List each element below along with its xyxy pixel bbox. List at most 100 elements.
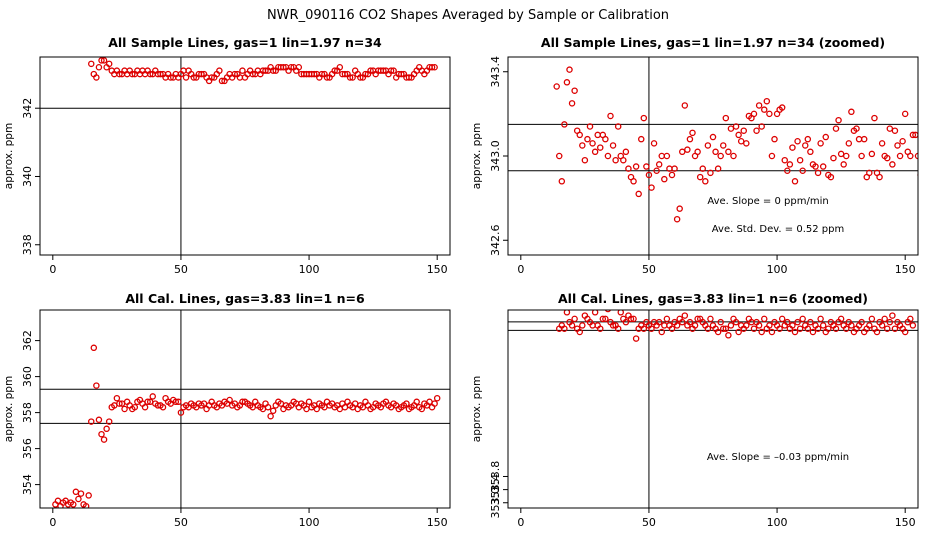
data-point bbox=[717, 152, 724, 160]
data-point bbox=[886, 125, 894, 132]
data-point bbox=[873, 328, 881, 336]
data-point bbox=[90, 344, 98, 352]
y-tick-label: 354 bbox=[21, 474, 34, 495]
data-point bbox=[735, 131, 742, 139]
data-point bbox=[702, 178, 709, 185]
data-point bbox=[881, 315, 888, 323]
data-point bbox=[93, 382, 100, 389]
panel-title: All Cal. Lines, gas=3.83 lin=1 n=6 (zoom… bbox=[558, 291, 868, 306]
data-point bbox=[896, 152, 904, 160]
data-point bbox=[131, 403, 139, 411]
y-tick-label: 343.0 bbox=[489, 140, 502, 172]
data-point bbox=[886, 318, 894, 326]
y-axis-label: approx. ppm bbox=[3, 376, 15, 442]
data-point bbox=[88, 60, 95, 68]
data-point bbox=[684, 146, 691, 153]
data-point bbox=[121, 405, 128, 413]
plot-frame bbox=[39, 56, 451, 256]
x-tick-label: 0 bbox=[517, 516, 524, 529]
data-point bbox=[113, 394, 121, 402]
y-tick-label: 343.4 bbox=[489, 56, 502, 88]
data-point bbox=[843, 152, 850, 160]
data-point bbox=[832, 125, 840, 132]
data-point bbox=[871, 114, 878, 122]
chart-panel-2: All Sample Lines, gas=1 lin=1.97 n=34 (z… bbox=[471, 35, 931, 276]
data-point bbox=[876, 173, 883, 181]
data-point bbox=[901, 328, 909, 336]
data-point bbox=[884, 154, 891, 162]
data-point bbox=[53, 0, 58, 2]
chart-panel-4: All Cal. Lines, gas=3.83 lin=1 n=6 (zoom… bbox=[471, 291, 919, 529]
data-point bbox=[917, 172, 918, 177]
data-point bbox=[239, 67, 246, 74]
data-point bbox=[622, 318, 630, 326]
data-point bbox=[717, 318, 724, 326]
data-point bbox=[280, 63, 287, 71]
data-point bbox=[635, 190, 642, 198]
y-tick-label: 342.6 bbox=[489, 225, 502, 256]
data-point bbox=[105, 60, 113, 68]
data-point bbox=[98, 57, 105, 64]
data-point bbox=[755, 322, 763, 329]
data-point bbox=[926, 149, 931, 154]
data-point bbox=[323, 74, 331, 81]
data-point bbox=[766, 110, 773, 118]
data-point bbox=[853, 125, 860, 132]
data-point bbox=[673, 215, 681, 223]
y-tick-label: 353.4 bbox=[489, 474, 502, 506]
data-point bbox=[817, 315, 824, 323]
data-point bbox=[231, 70, 238, 78]
data-point bbox=[761, 315, 768, 323]
data-point bbox=[95, 416, 103, 424]
data-point bbox=[814, 325, 822, 332]
data-point bbox=[558, 178, 566, 185]
data-point bbox=[287, 63, 295, 71]
data-point bbox=[146, 70, 154, 78]
data-point bbox=[789, 144, 796, 151]
data-point bbox=[671, 165, 678, 172]
data-point bbox=[866, 322, 873, 329]
x-tick-label: 50 bbox=[642, 516, 656, 529]
data-point bbox=[579, 322, 586, 329]
data-point bbox=[599, 315, 607, 323]
data-point bbox=[771, 135, 778, 143]
data-point bbox=[661, 175, 668, 183]
y-tick-label: 342 bbox=[21, 98, 34, 119]
data-point bbox=[784, 167, 791, 174]
data-point bbox=[740, 127, 748, 134]
data-point bbox=[921, 181, 926, 186]
data-point bbox=[907, 152, 914, 160]
data-point bbox=[418, 405, 426, 413]
data-point bbox=[128, 70, 136, 78]
data-point bbox=[689, 129, 696, 137]
data-point bbox=[630, 178, 637, 185]
x-tick-label: 50 bbox=[642, 263, 656, 276]
data-point bbox=[602, 135, 609, 143]
data-point bbox=[614, 123, 622, 130]
data-point bbox=[837, 150, 845, 158]
data-point bbox=[704, 142, 712, 149]
data-point bbox=[431, 400, 438, 407]
data-point bbox=[336, 63, 344, 71]
data-point bbox=[653, 167, 660, 174]
data-point bbox=[70, 501, 77, 508]
data-point bbox=[673, 322, 681, 329]
data-point bbox=[584, 135, 591, 143]
data-point bbox=[58, 0, 63, 2]
plot-frame bbox=[507, 309, 919, 509]
data-point bbox=[632, 163, 640, 170]
data-point bbox=[804, 325, 812, 332]
data-point bbox=[848, 108, 855, 116]
data-point bbox=[640, 325, 648, 332]
data-point bbox=[720, 142, 727, 149]
data-point bbox=[295, 63, 303, 71]
y-tick-label: 338 bbox=[21, 234, 34, 255]
data-point bbox=[794, 318, 801, 326]
data-point bbox=[758, 328, 765, 336]
data-point bbox=[753, 127, 760, 134]
data-point bbox=[709, 133, 717, 141]
data-point bbox=[81, 7, 86, 12]
data-point bbox=[433, 394, 441, 402]
data-point bbox=[681, 312, 689, 319]
data-point bbox=[784, 318, 791, 326]
